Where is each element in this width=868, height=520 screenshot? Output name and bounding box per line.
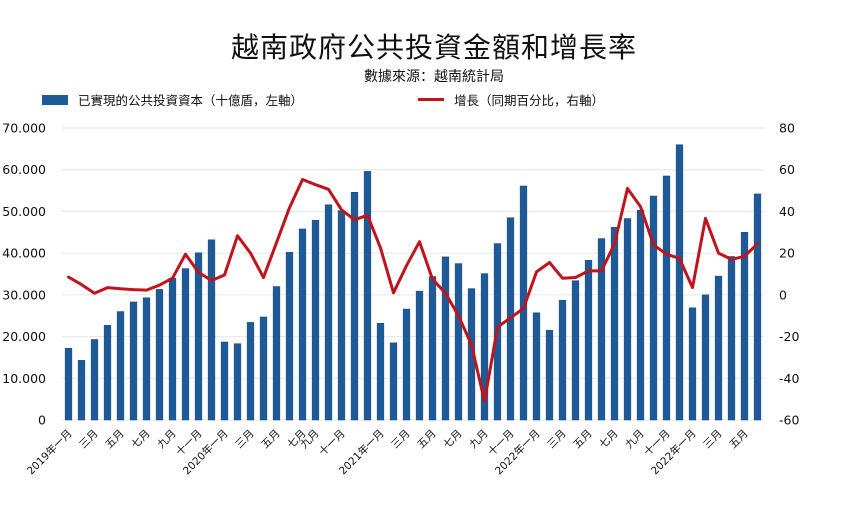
x-axis-tick-label: 七月	[597, 428, 620, 451]
left-axis-tick-label: 50.000	[2, 204, 46, 219]
bar	[753, 193, 762, 421]
left-axis-tick-label: 70.000	[2, 121, 46, 136]
bar	[597, 238, 606, 421]
right-axis-tick-label: -20	[779, 329, 799, 344]
bar	[402, 308, 411, 421]
bar	[285, 252, 294, 421]
right-axis: -60 -40 -20 0 20 40 60 80	[779, 121, 799, 428]
bar	[441, 256, 450, 421]
bar	[649, 195, 658, 421]
bar	[142, 297, 151, 421]
left-axis-tick-label: 0	[38, 413, 46, 428]
bar	[246, 322, 255, 421]
bar	[662, 175, 671, 421]
left-axis-tick-label: 60.000	[2, 162, 46, 177]
bar	[103, 325, 112, 421]
x-axis-tick-label: 五月	[259, 428, 282, 451]
bar	[90, 339, 99, 421]
bar	[324, 204, 333, 421]
line-series	[67, 178, 759, 403]
left-axis-tick-label: 30.000	[2, 287, 46, 302]
bar	[389, 342, 398, 421]
bar	[675, 144, 684, 421]
right-axis-tick-label: 40	[779, 204, 795, 219]
bar	[337, 210, 346, 421]
x-axis-tick-label: 五月	[727, 428, 750, 451]
chart-subtitle: 數據來源：越南統計局	[364, 69, 504, 85]
legend: 已實現的公共投資資本（十億盾，左軸） 增長（同期百分比，右軸）	[0, 90, 868, 110]
legend-bar-swatch	[42, 94, 68, 105]
bar	[298, 228, 307, 421]
bar	[376, 322, 385, 421]
bar	[311, 219, 320, 421]
bar	[454, 263, 463, 421]
right-axis-tick-label: -60	[779, 413, 799, 428]
bar	[584, 259, 593, 421]
x-axis-tick-label: 五月	[571, 428, 594, 451]
bar	[701, 294, 710, 421]
bar	[532, 312, 541, 421]
x-axis-tick-label: 七月	[441, 428, 464, 451]
left-axis-tick-label: 40.000	[2, 246, 46, 261]
bar	[480, 273, 489, 421]
x-axis-tick-label: 十一月	[316, 427, 347, 458]
bar	[636, 209, 645, 421]
left-axis-tick-label: 20.000	[2, 329, 46, 344]
legend-item-bars: 已實現的公共投資資本（十億盾，左軸）	[42, 90, 303, 109]
chart-title: 越南政府公共投資金額和增長率	[230, 31, 637, 64]
bar	[64, 348, 73, 421]
growth-line	[67, 178, 759, 403]
gridlines	[62, 127, 764, 421]
x-axis-tick-label: 五月	[415, 428, 438, 451]
x-axis-tick-label: 三月	[389, 428, 412, 451]
bar	[77, 360, 86, 421]
bar	[610, 227, 619, 421]
x-axis-tick-label: 七月	[129, 428, 152, 451]
right-axis-tick-label: 80	[779, 121, 795, 136]
bar	[155, 289, 164, 421]
right-axis-tick-label: -40	[779, 371, 799, 386]
bar	[220, 341, 229, 421]
x-axis-tick-label: 五月	[103, 428, 126, 451]
bar	[545, 330, 554, 421]
bar	[272, 286, 281, 421]
bar-series	[64, 144, 762, 421]
bar	[727, 256, 736, 421]
bar	[233, 343, 242, 421]
bar	[129, 301, 138, 421]
bar	[350, 191, 359, 421]
bar	[116, 311, 125, 421]
bar	[740, 232, 749, 421]
bar	[558, 300, 567, 421]
left-axis: 0 10.000 20.000 30.000 40.000 50.000 60.000 70.…	[2, 121, 46, 428]
right-axis-tick-label: 20	[779, 246, 795, 261]
bar	[363, 171, 372, 421]
right-axis-tick-label: 60	[779, 162, 795, 177]
bar	[428, 276, 437, 421]
bar	[168, 277, 177, 421]
x-axis-tick-label: 三月	[77, 428, 100, 451]
x-axis-tick-label: 三月	[545, 428, 568, 451]
bar	[259, 316, 268, 421]
legend-item-line: 增長（同期百分比，右軸）	[418, 90, 604, 109]
legend-bar-label: 已實現的公共投資資本（十億盾，左軸）	[78, 93, 304, 108]
x-axis-tick-label: 2019年一月	[24, 427, 74, 477]
bar	[415, 290, 424, 421]
x-axis-tick-label: 三月	[233, 428, 256, 451]
legend-line-swatch	[418, 98, 444, 101]
legend-line-label: 增長（同期百分比，右軸）	[454, 93, 605, 108]
right-axis-tick-label: 0	[779, 287, 787, 302]
bar	[194, 252, 203, 421]
x-axis-tick-label: 三月	[701, 428, 724, 451]
bar	[207, 239, 216, 421]
bar	[181, 268, 190, 421]
bar	[571, 280, 580, 421]
bar	[688, 307, 697, 421]
bar	[714, 275, 723, 421]
left-axis-tick-label: 10.000	[2, 371, 46, 386]
bar	[623, 218, 632, 421]
